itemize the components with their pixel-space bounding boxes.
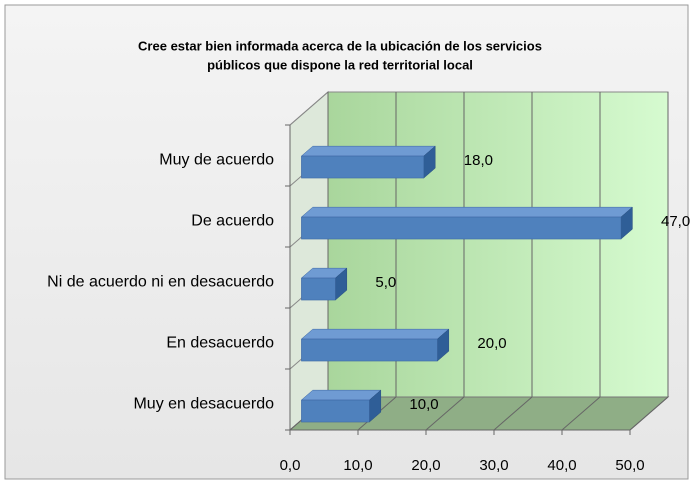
y-tick-label: Muy en desacuerdo bbox=[133, 396, 274, 413]
x-tick-label: 0,0 bbox=[280, 457, 301, 474]
bar bbox=[301, 399, 370, 423]
bar bbox=[301, 155, 425, 179]
y-tick-label: De acuerdo bbox=[191, 213, 274, 230]
bar-top bbox=[300, 389, 382, 401]
chart-subtitle: públicos que dispone la red territorial … bbox=[207, 57, 473, 72]
y-tick-label: Muy de acuerdo bbox=[159, 152, 274, 169]
bar bbox=[301, 277, 336, 301]
bar-top bbox=[300, 145, 436, 157]
side-wall bbox=[289, 90, 329, 432]
x-tick-label: 30,0 bbox=[479, 457, 508, 474]
value-label: 18,0 bbox=[464, 152, 493, 169]
bar-top bbox=[300, 328, 450, 340]
x-tick-label: 10,0 bbox=[343, 457, 372, 474]
value-label: 20,0 bbox=[477, 335, 506, 352]
y-tick-label: Ni de acuerdo ni en desacuerdo bbox=[47, 274, 274, 291]
value-label: 5,0 bbox=[375, 274, 396, 291]
bar-top bbox=[300, 206, 634, 218]
x-tick-label: 20,0 bbox=[411, 457, 440, 474]
x-tick-label: 40,0 bbox=[547, 457, 576, 474]
y-tick-label: En desacuerdo bbox=[166, 335, 274, 352]
chart-title: Cree estar bien informada acerca de la u… bbox=[138, 38, 542, 53]
floor-line bbox=[629, 396, 669, 431]
bar bbox=[301, 216, 622, 240]
value-label: 10,0 bbox=[409, 396, 438, 413]
bar bbox=[301, 338, 438, 362]
side-wall-line bbox=[289, 91, 329, 126]
value-label: 47,0 bbox=[661, 213, 690, 230]
x-tick-label: 50,0 bbox=[615, 457, 644, 474]
floor-line bbox=[561, 396, 601, 431]
floor-line bbox=[493, 396, 533, 431]
floor-line bbox=[425, 396, 465, 431]
